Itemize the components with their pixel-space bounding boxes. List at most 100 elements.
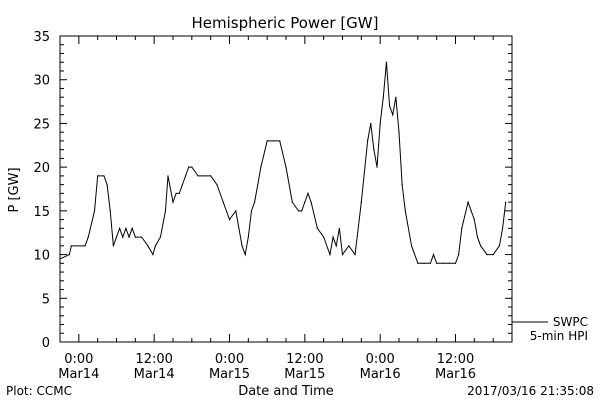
data-point (266, 140, 268, 142)
series-layer (59, 61, 507, 264)
data-point (228, 219, 231, 221)
data-point (395, 96, 397, 98)
data-point (285, 166, 287, 168)
data-point (454, 262, 457, 264)
data-point (379, 122, 381, 125)
data-point (97, 175, 99, 177)
x-tick-label-date: Mar14 (134, 367, 175, 382)
x-tick-label-date: Mar15 (209, 367, 250, 382)
data-point (310, 201, 312, 203)
data-point (332, 236, 334, 238)
data-point (184, 175, 187, 177)
y-tick-label: 25 (33, 117, 50, 132)
y-tick-label: 35 (33, 30, 50, 45)
legend-series-label: 5-min HPI (530, 329, 588, 343)
y-tick-label: 15 (33, 205, 50, 220)
data-point (106, 184, 108, 186)
data-point (458, 253, 460, 256)
data-point (147, 245, 149, 247)
data-point (70, 245, 72, 247)
data-point (382, 96, 384, 98)
data-point (131, 227, 133, 229)
data-point (152, 253, 154, 256)
data-point (291, 201, 293, 203)
y-tick-label: 0 (42, 336, 50, 351)
data-point (167, 175, 169, 177)
data-point (423, 262, 425, 264)
data-point (392, 114, 394, 116)
plot-frame (59, 35, 513, 343)
data-point (235, 210, 237, 212)
data-point (112, 245, 114, 247)
data-point (341, 253, 344, 256)
data-point (304, 201, 306, 203)
data-point (279, 140, 281, 142)
data-point (250, 210, 253, 212)
data-point (498, 245, 501, 247)
data-point (115, 236, 118, 238)
data-point (335, 245, 337, 247)
data-point (370, 122, 372, 125)
x-tick-label-time: 12:00 (437, 352, 474, 367)
data-point (501, 227, 504, 229)
footer-timestamp: 2017/03/16 21:35:08 (467, 384, 594, 398)
data-point (367, 140, 369, 142)
data-point (125, 227, 127, 229)
data-point (203, 175, 205, 177)
data-point (68, 253, 71, 256)
data-point (159, 236, 162, 238)
data-point (417, 262, 419, 264)
data-point (254, 201, 256, 203)
data-point (154, 245, 157, 247)
data-point (216, 184, 218, 186)
data-point (109, 210, 111, 212)
data-point (222, 201, 224, 203)
data-point (247, 236, 249, 238)
y-axis-label: P [GW] (7, 167, 22, 212)
data-point (181, 184, 184, 186)
data-point (307, 192, 309, 194)
data-point (348, 245, 350, 247)
x-tick-label-time: 0:00 (366, 352, 395, 367)
data-point (128, 236, 130, 238)
x-tick-label-time: 0:00 (215, 352, 244, 367)
data-point (360, 201, 362, 203)
x-tick-label-time: 0:00 (64, 352, 93, 367)
y-tick-label: 10 (33, 249, 50, 264)
data-point (480, 245, 482, 247)
data-point (178, 192, 180, 194)
data-point (376, 166, 378, 168)
data-point (461, 227, 463, 229)
data-point (410, 245, 413, 247)
data-point (244, 253, 246, 256)
x-tick-label-date: Mar16 (435, 367, 476, 382)
data-point (470, 210, 472, 212)
x-tick-label-date: Mar15 (284, 367, 325, 382)
data-point (467, 201, 469, 203)
data-point (122, 236, 124, 238)
data-point (436, 262, 438, 264)
data-point (505, 201, 507, 203)
data-point (486, 253, 488, 256)
legend-org: SWPC (553, 315, 588, 329)
x-tick-label-time: 12:00 (135, 352, 172, 367)
data-point (404, 210, 406, 212)
x-tick-label-date: Mar16 (360, 367, 401, 382)
data-point (134, 236, 136, 238)
data-point (398, 131, 400, 133)
data-point (103, 175, 105, 177)
series-line (59, 62, 507, 264)
data-point (191, 166, 193, 168)
data-point (260, 166, 262, 168)
footer-credit: Plot: CCMC (6, 384, 72, 398)
data-point (323, 236, 325, 238)
x-tick-label-time: 12:00 (286, 352, 323, 367)
data-point (442, 262, 444, 264)
data-point (59, 258, 61, 260)
data-point (141, 236, 143, 238)
data-point (172, 201, 174, 203)
y-tick-label: 20 (33, 161, 50, 176)
data-point (272, 140, 275, 142)
data-point (164, 210, 167, 212)
